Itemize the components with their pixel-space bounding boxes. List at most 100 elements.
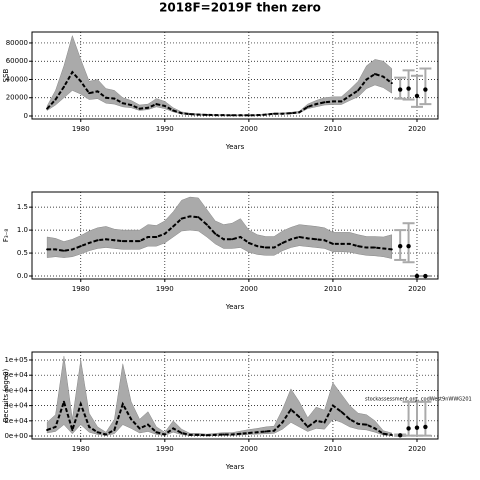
plot-frame (31, 351, 439, 440)
estimate-point (239, 114, 242, 117)
estimate-point (130, 418, 133, 421)
x-axis-label: Years (225, 143, 245, 151)
estimate-point (163, 433, 166, 436)
estimate-point (222, 433, 225, 436)
x-axis-label: Years (225, 463, 245, 471)
estimate-point (323, 421, 326, 424)
estimate-point (331, 100, 334, 103)
forecast-point (397, 243, 403, 249)
estimate-point (247, 431, 250, 434)
estimate-point (373, 246, 376, 249)
estimate-point (180, 431, 183, 434)
confidence-band (46, 356, 393, 436)
estimate-line (47, 215, 392, 252)
estimate-point (331, 242, 334, 245)
estimate-point (264, 246, 267, 249)
estimate-point (138, 240, 141, 243)
estimate-point (340, 242, 343, 245)
estimate-point (382, 75, 385, 78)
estimate-point (214, 114, 217, 117)
estimate-point (390, 248, 393, 251)
y-tick-label: 1e+05 (4, 356, 28, 364)
estimate-point (62, 249, 65, 252)
estimate-point (79, 80, 82, 83)
estimate-point (172, 427, 175, 430)
y-tick-label: 1.0 (17, 226, 28, 234)
estimate-line (46, 398, 392, 437)
estimate-point (306, 425, 309, 428)
estimate-point (54, 425, 57, 428)
estimate-point (348, 418, 351, 421)
y-tick-label: 0e+00 (4, 432, 28, 440)
estimate-point (54, 98, 57, 101)
y-tick-label: 60000 (6, 57, 28, 65)
estimate-point (205, 434, 208, 437)
estimate-point (222, 238, 225, 241)
forecast-point (406, 243, 411, 249)
estimate-point (231, 114, 234, 117)
estimate-point (205, 223, 208, 226)
estimate-point (96, 239, 99, 242)
estimate-point (46, 248, 49, 251)
y-tick-label: 6e+04 (4, 386, 28, 394)
plot-frame (31, 191, 439, 280)
estimate-point (138, 107, 141, 110)
estimate-point (264, 113, 267, 116)
estimate-point (306, 237, 309, 240)
y-tick-label: 8e+04 (4, 371, 28, 379)
y-tick-label: 4e+04 (4, 402, 28, 410)
estimate-point (340, 410, 343, 413)
estimate-point (373, 427, 376, 430)
estimate-line (46, 70, 393, 117)
estimate-point (189, 215, 192, 218)
x-tick-label: 2020 (408, 125, 426, 133)
confidence-band (46, 34, 393, 116)
estimate-point (147, 423, 149, 426)
estimate-point (281, 421, 284, 424)
x-tick-label: 2000 (240, 285, 258, 293)
estimate-point (189, 433, 192, 436)
estimate-point (130, 240, 133, 243)
estimate-point (54, 248, 57, 251)
x-tick-label: 1990 (156, 285, 174, 293)
estimate-point (365, 246, 368, 249)
forecast-point (397, 433, 403, 438)
y-tick-label: 80000 (6, 39, 28, 47)
forecast-point (423, 424, 428, 430)
estimate-point (104, 433, 107, 436)
y-axis-label: F₃₋₈ (2, 229, 10, 243)
estimate-point (315, 419, 318, 422)
estimate-point (357, 422, 360, 425)
estimate-point (104, 238, 107, 241)
estimate-point (163, 104, 166, 107)
estimate-point (88, 92, 91, 95)
estimate-point (172, 225, 175, 228)
estimate-point (256, 114, 259, 117)
estimate-point (121, 102, 124, 105)
estimate-point (214, 433, 217, 436)
estimate-point (197, 433, 200, 436)
estimate-point (71, 248, 74, 251)
x-tick-label: 1990 (156, 445, 174, 453)
forecast-point (406, 86, 411, 91)
estimate-point (298, 416, 301, 419)
estimate-point (281, 112, 284, 115)
estimate-point (113, 97, 116, 100)
estimate-point (46, 428, 49, 431)
estimate-point (96, 431, 99, 434)
y-tick-label: 2e+04 (4, 417, 28, 425)
estimate-point (239, 235, 242, 238)
forecast-point (423, 273, 428, 279)
estimate-point (239, 432, 242, 435)
estimate-point (289, 238, 292, 241)
estimate-point (113, 428, 116, 431)
estimate-point (348, 242, 351, 245)
estimate-point (79, 403, 82, 406)
estimate-point (79, 245, 82, 248)
estimate-point (323, 239, 326, 242)
y-axis-label: Recruits (age0) (2, 368, 10, 422)
estimate-point (180, 217, 183, 220)
estimate-point (382, 247, 385, 250)
y-tick-label: 0 (24, 112, 28, 120)
